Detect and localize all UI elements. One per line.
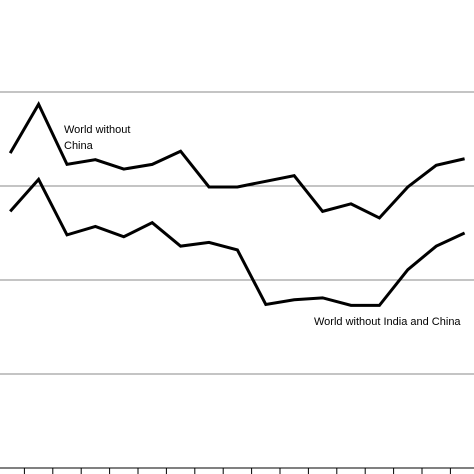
series-line bbox=[9, 176, 466, 307]
annotation: World without India and China bbox=[314, 316, 461, 328]
series-line bbox=[8, 100, 465, 220]
annotation: World without China bbox=[64, 124, 131, 152]
